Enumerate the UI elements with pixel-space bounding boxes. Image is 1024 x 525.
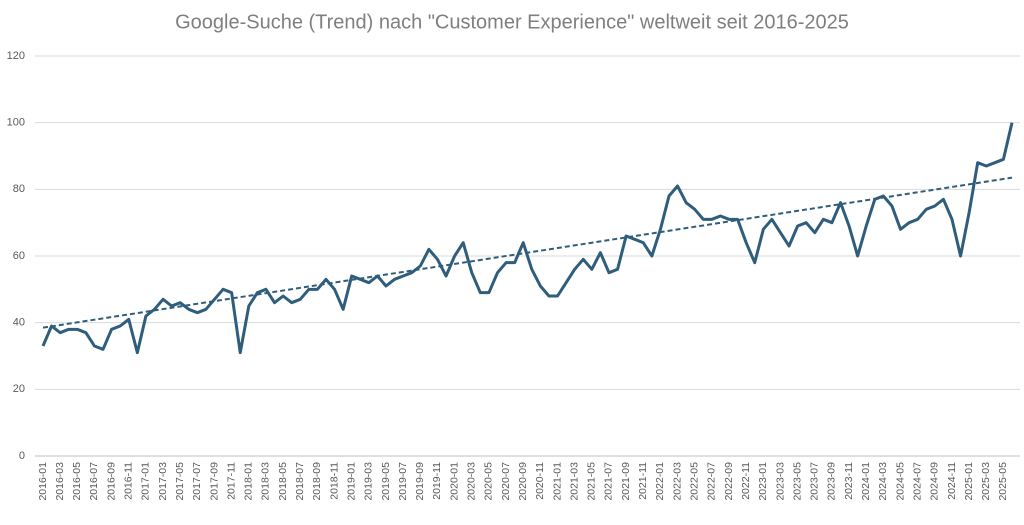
x-tick-label: 2022-03 bbox=[671, 462, 683, 501]
x-tick-label: 2019-01 bbox=[345, 462, 357, 501]
x-tick-label: 2025-01 bbox=[963, 462, 975, 501]
x-tick-label: 2016-09 bbox=[105, 462, 117, 501]
x-tick-label: 2020-11 bbox=[534, 462, 546, 500]
x-tick-label: 2019-07 bbox=[397, 462, 409, 501]
x-tick-label: 2024-09 bbox=[929, 462, 941, 501]
y-tick-label: 120 bbox=[7, 50, 25, 62]
x-tick-label: 2024-05 bbox=[894, 462, 906, 501]
x-tick-label: 2020-01 bbox=[448, 462, 460, 501]
x-tick-label: 2022-07 bbox=[706, 462, 718, 501]
x-tick-label: 2023-11 bbox=[843, 462, 855, 500]
x-tick-label: 2022-09 bbox=[723, 462, 735, 501]
y-tick-label: 40 bbox=[13, 317, 25, 329]
x-tick-label: 2017-01 bbox=[140, 462, 152, 501]
x-tick-label: 2019-05 bbox=[380, 462, 392, 501]
y-tick-label: 100 bbox=[7, 117, 25, 129]
x-tick-label: 2021-09 bbox=[620, 462, 632, 501]
x-tick-label: 2021-05 bbox=[586, 462, 598, 501]
x-tick-label: 2018-05 bbox=[277, 462, 289, 501]
x-tick-label: 2025-05 bbox=[997, 462, 1009, 501]
x-tick-label: 2016-01 bbox=[37, 462, 49, 501]
x-tick-label: 2019-09 bbox=[414, 462, 426, 501]
x-tick-label: 2020-03 bbox=[466, 462, 478, 501]
x-tick-label: 2022-11 bbox=[740, 462, 752, 500]
x-tick-label: 2018-03 bbox=[260, 462, 272, 501]
x-tick-label: 2019-11 bbox=[431, 462, 443, 500]
x-tick-label: 2024-07 bbox=[911, 462, 923, 501]
x-tick-label: 2021-03 bbox=[568, 462, 580, 501]
x-tick-label: 2016-03 bbox=[54, 462, 66, 501]
x-tick-label: 2023-03 bbox=[774, 462, 786, 501]
x-tick-label: 2020-07 bbox=[500, 462, 512, 501]
x-tick-label: 2016-11 bbox=[123, 462, 135, 500]
x-tick-label: 2024-03 bbox=[877, 462, 889, 501]
series-line bbox=[41, 122, 1014, 355]
x-tick-label: 2023-05 bbox=[791, 462, 803, 501]
y-tick-label: 0 bbox=[19, 450, 25, 462]
x-tick-label: 2020-09 bbox=[517, 462, 529, 501]
x-tick-label: 2025-03 bbox=[980, 462, 992, 501]
x-tick-label: 2017-11 bbox=[225, 462, 237, 500]
x-tick-label: 2024-11 bbox=[946, 462, 958, 500]
y-tick-label: 60 bbox=[13, 250, 25, 262]
x-tick-label: 2021-07 bbox=[603, 462, 615, 501]
x-tick-label: 2016-07 bbox=[88, 462, 100, 501]
x-tick-label: 2022-05 bbox=[688, 462, 700, 501]
chart-title: Google-Suche (Trend) nach "Customer Expe… bbox=[175, 11, 849, 33]
x-tick-label: 2024-01 bbox=[860, 462, 872, 501]
x-tick-label: 2020-05 bbox=[483, 462, 495, 501]
x-tick-label: 2023-07 bbox=[809, 462, 821, 501]
x-tick-label: 2018-07 bbox=[294, 462, 306, 501]
x-tick-label: 2016-05 bbox=[71, 462, 83, 501]
x-tick-label: 2023-09 bbox=[826, 462, 838, 501]
y-tick-label: 80 bbox=[13, 183, 25, 195]
x-tick-label: 2019-03 bbox=[363, 462, 375, 501]
x-tick-label: 2017-09 bbox=[208, 462, 220, 501]
x-tick-label: 2022-01 bbox=[654, 462, 666, 501]
x-tick-label: 2018-09 bbox=[311, 462, 323, 501]
x-tick-label: 2018-01 bbox=[243, 462, 255, 501]
x-tick-label: 2021-01 bbox=[551, 462, 563, 501]
x-tick-label: 2018-11 bbox=[328, 462, 340, 500]
x-tick-label: 2017-07 bbox=[191, 462, 203, 501]
y-tick-label: 20 bbox=[13, 383, 25, 395]
x-tick-label: 2021-11 bbox=[637, 462, 649, 500]
x-tick-label: 2023-01 bbox=[757, 462, 769, 501]
x-tick-label: 2017-03 bbox=[157, 462, 169, 501]
x-tick-label: 2017-05 bbox=[174, 462, 186, 501]
